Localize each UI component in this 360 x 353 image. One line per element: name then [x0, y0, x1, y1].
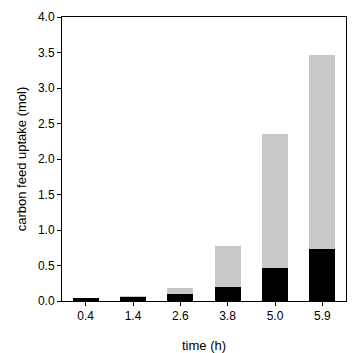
- svg-text:5.9: 5.9: [314, 309, 331, 323]
- svg-text:3.0: 3.0: [38, 81, 55, 95]
- svg-text:4.0: 4.0: [38, 10, 55, 24]
- svg-text:2.6: 2.6: [172, 309, 189, 323]
- svg-text:1.4: 1.4: [125, 309, 142, 323]
- svg-text:2.0: 2.0: [38, 152, 55, 166]
- svg-text:carbon feed uptake (mol): carbon feed uptake (mol): [14, 87, 29, 232]
- svg-text:time (h): time (h): [182, 338, 226, 353]
- svg-text:1.5: 1.5: [38, 188, 55, 202]
- svg-text:0.4: 0.4: [77, 309, 94, 323]
- svg-text:0.5: 0.5: [38, 259, 55, 273]
- svg-text:3.8: 3.8: [219, 309, 236, 323]
- svg-text:5.0: 5.0: [267, 309, 284, 323]
- svg-text:1.0: 1.0: [38, 223, 55, 237]
- svg-text:2.5: 2.5: [38, 117, 55, 131]
- svg-text:3.5: 3.5: [38, 46, 55, 60]
- svg-text:0.0: 0.0: [38, 294, 55, 308]
